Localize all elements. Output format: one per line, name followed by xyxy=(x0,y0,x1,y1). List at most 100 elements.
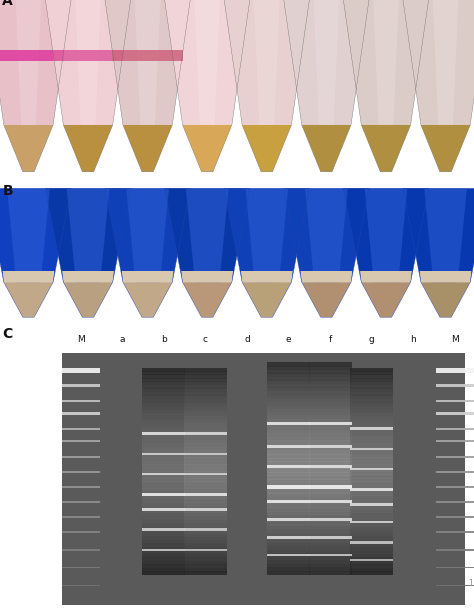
Polygon shape xyxy=(350,512,393,516)
Polygon shape xyxy=(309,543,352,547)
Polygon shape xyxy=(436,384,474,387)
Polygon shape xyxy=(350,499,393,503)
Polygon shape xyxy=(7,188,50,282)
Polygon shape xyxy=(267,384,310,388)
Polygon shape xyxy=(350,475,393,478)
Polygon shape xyxy=(46,0,131,125)
Polygon shape xyxy=(350,495,393,499)
Polygon shape xyxy=(350,543,393,548)
Polygon shape xyxy=(184,495,227,499)
Polygon shape xyxy=(433,0,458,125)
Polygon shape xyxy=(123,125,172,172)
Polygon shape xyxy=(143,519,185,523)
Polygon shape xyxy=(62,271,114,282)
Polygon shape xyxy=(350,468,393,470)
Polygon shape xyxy=(184,485,227,489)
Text: M: M xyxy=(451,335,459,344)
Polygon shape xyxy=(309,454,352,459)
Polygon shape xyxy=(184,492,227,495)
Polygon shape xyxy=(267,536,310,538)
Polygon shape xyxy=(184,561,227,565)
Polygon shape xyxy=(122,271,173,282)
Polygon shape xyxy=(184,416,227,420)
Polygon shape xyxy=(62,413,100,415)
Polygon shape xyxy=(143,478,185,482)
Polygon shape xyxy=(143,509,185,513)
Polygon shape xyxy=(184,395,227,399)
Polygon shape xyxy=(309,489,352,494)
Polygon shape xyxy=(365,188,407,282)
Polygon shape xyxy=(184,478,227,482)
Polygon shape xyxy=(350,488,393,491)
Polygon shape xyxy=(350,521,393,523)
Polygon shape xyxy=(62,384,100,387)
Polygon shape xyxy=(184,432,227,435)
Polygon shape xyxy=(350,530,393,534)
Polygon shape xyxy=(143,416,185,420)
Polygon shape xyxy=(302,125,351,172)
Polygon shape xyxy=(350,437,393,441)
Polygon shape xyxy=(62,456,100,457)
Polygon shape xyxy=(267,546,310,550)
Polygon shape xyxy=(184,371,227,375)
Polygon shape xyxy=(350,559,393,561)
Polygon shape xyxy=(143,432,185,435)
Polygon shape xyxy=(309,398,352,402)
Polygon shape xyxy=(143,447,185,451)
Polygon shape xyxy=(0,188,71,282)
Polygon shape xyxy=(350,443,393,448)
Polygon shape xyxy=(267,571,310,575)
Polygon shape xyxy=(267,486,310,491)
Polygon shape xyxy=(309,444,352,448)
Polygon shape xyxy=(350,381,393,386)
Polygon shape xyxy=(403,188,474,282)
Polygon shape xyxy=(350,416,393,420)
Polygon shape xyxy=(143,381,185,386)
Polygon shape xyxy=(184,502,227,506)
Polygon shape xyxy=(184,450,227,454)
Polygon shape xyxy=(62,501,100,503)
Polygon shape xyxy=(0,50,64,61)
Polygon shape xyxy=(143,475,185,478)
Polygon shape xyxy=(184,430,227,433)
Polygon shape xyxy=(424,188,467,282)
Polygon shape xyxy=(143,385,185,389)
Polygon shape xyxy=(267,447,310,451)
Polygon shape xyxy=(143,523,185,527)
Polygon shape xyxy=(350,547,393,551)
Polygon shape xyxy=(143,453,185,455)
Polygon shape xyxy=(350,426,393,430)
Polygon shape xyxy=(350,564,393,568)
Polygon shape xyxy=(184,368,227,371)
Polygon shape xyxy=(436,486,474,488)
Polygon shape xyxy=(267,532,310,536)
Polygon shape xyxy=(267,564,310,568)
Polygon shape xyxy=(309,384,352,388)
Polygon shape xyxy=(436,456,474,457)
Polygon shape xyxy=(143,526,185,530)
Polygon shape xyxy=(309,408,352,413)
Polygon shape xyxy=(267,500,310,503)
Polygon shape xyxy=(267,376,310,381)
Polygon shape xyxy=(143,392,185,396)
Polygon shape xyxy=(350,554,393,558)
Polygon shape xyxy=(284,188,369,282)
Polygon shape xyxy=(436,501,474,503)
Polygon shape xyxy=(184,378,227,382)
Polygon shape xyxy=(184,516,227,520)
Polygon shape xyxy=(184,508,227,511)
Text: c: c xyxy=(203,335,208,344)
Polygon shape xyxy=(241,271,292,282)
Polygon shape xyxy=(350,502,393,506)
Polygon shape xyxy=(267,461,310,465)
Polygon shape xyxy=(62,471,100,473)
Polygon shape xyxy=(309,447,352,451)
Polygon shape xyxy=(184,567,227,572)
Polygon shape xyxy=(184,426,227,430)
Polygon shape xyxy=(350,516,393,520)
Polygon shape xyxy=(267,437,310,441)
Polygon shape xyxy=(309,461,352,465)
Polygon shape xyxy=(184,481,227,486)
Polygon shape xyxy=(309,529,352,533)
Polygon shape xyxy=(436,440,474,443)
